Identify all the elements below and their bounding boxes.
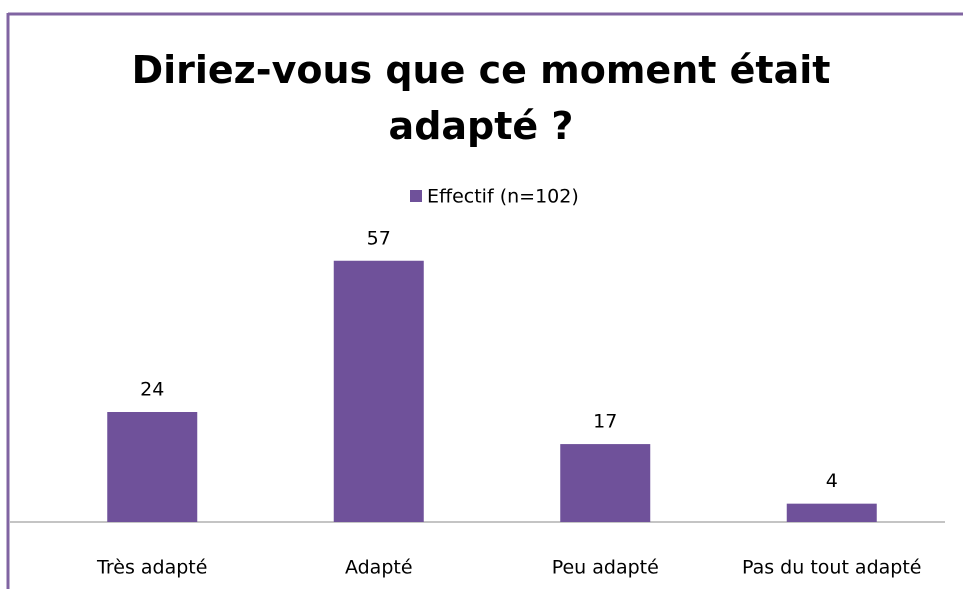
x-tick-label: Peu adapté	[552, 557, 659, 579]
data-label: 4	[826, 470, 838, 492]
bar	[560, 444, 651, 522]
legend-swatch	[410, 190, 422, 202]
x-tick-label: Pas du tout adapté	[742, 557, 921, 579]
x-tick-label: Très adapté	[96, 557, 207, 579]
legend-label: Effectif (n=102)	[427, 186, 579, 208]
bar	[786, 503, 877, 522]
data-label: 17	[593, 411, 617, 433]
x-tick-label: Adapté	[345, 557, 413, 579]
data-label: 24	[140, 379, 164, 401]
bar	[333, 260, 424, 522]
bar	[107, 412, 198, 522]
chart-title: Diriez-vous que ce moment était adapté ?	[131, 48, 831, 148]
data-label: 57	[367, 227, 391, 249]
